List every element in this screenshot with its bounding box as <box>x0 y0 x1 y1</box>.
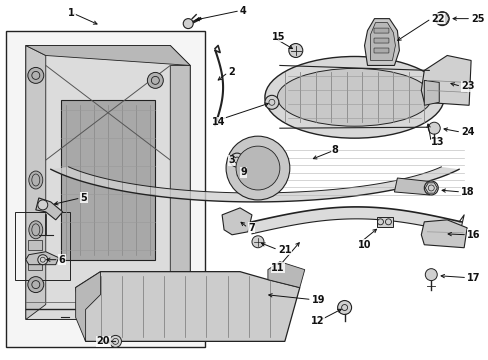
Circle shape <box>264 95 278 109</box>
Ellipse shape <box>277 68 431 126</box>
FancyBboxPatch shape <box>28 240 41 250</box>
Text: 11: 11 <box>270 263 284 273</box>
Text: 25: 25 <box>470 14 484 24</box>
Polygon shape <box>26 45 46 319</box>
Circle shape <box>28 276 44 293</box>
Text: 8: 8 <box>330 145 337 155</box>
Text: 15: 15 <box>271 32 285 41</box>
Polygon shape <box>170 66 190 319</box>
Text: 22: 22 <box>430 14 444 24</box>
Circle shape <box>434 12 448 26</box>
Circle shape <box>288 44 302 58</box>
FancyBboxPatch shape <box>373 48 388 53</box>
Polygon shape <box>222 208 251 235</box>
Polygon shape <box>267 262 304 288</box>
Text: 19: 19 <box>311 294 325 305</box>
Circle shape <box>183 19 193 28</box>
Circle shape <box>38 200 48 210</box>
Text: 5: 5 <box>81 193 87 203</box>
Circle shape <box>427 122 439 134</box>
Ellipse shape <box>29 171 42 189</box>
Polygon shape <box>26 45 190 66</box>
Ellipse shape <box>264 57 443 138</box>
Circle shape <box>38 255 48 265</box>
Text: 7: 7 <box>247 223 254 233</box>
Circle shape <box>425 269 436 280</box>
Polygon shape <box>76 272 101 341</box>
Circle shape <box>229 153 244 167</box>
Polygon shape <box>370 23 395 60</box>
FancyBboxPatch shape <box>28 260 41 270</box>
Text: 24: 24 <box>460 127 474 137</box>
Circle shape <box>109 336 121 347</box>
Circle shape <box>28 67 44 84</box>
Text: 21: 21 <box>277 245 291 255</box>
Circle shape <box>251 236 264 248</box>
Polygon shape <box>394 178 433 195</box>
FancyBboxPatch shape <box>6 31 205 347</box>
Circle shape <box>337 301 351 315</box>
Text: 14: 14 <box>212 117 225 127</box>
Polygon shape <box>26 252 59 265</box>
Circle shape <box>225 136 289 200</box>
Polygon shape <box>51 167 458 202</box>
Circle shape <box>242 162 253 174</box>
Text: 17: 17 <box>466 273 480 283</box>
Circle shape <box>424 181 437 195</box>
Ellipse shape <box>29 221 42 239</box>
Polygon shape <box>364 19 399 66</box>
Polygon shape <box>26 45 190 319</box>
Text: 23: 23 <box>460 81 474 91</box>
Text: 10: 10 <box>357 240 370 250</box>
Text: 3: 3 <box>227 155 234 165</box>
FancyBboxPatch shape <box>373 38 388 43</box>
Text: 1: 1 <box>68 8 75 18</box>
FancyBboxPatch shape <box>377 217 393 227</box>
Polygon shape <box>421 220 466 248</box>
FancyBboxPatch shape <box>373 28 388 33</box>
Text: 2: 2 <box>227 67 234 77</box>
Text: 16: 16 <box>466 230 480 240</box>
FancyBboxPatch shape <box>61 100 155 260</box>
Circle shape <box>147 72 163 88</box>
Polygon shape <box>424 80 438 105</box>
Polygon shape <box>421 55 470 105</box>
Polygon shape <box>36 198 62 220</box>
Text: 12: 12 <box>310 316 324 327</box>
Polygon shape <box>76 272 299 341</box>
Text: 18: 18 <box>460 187 474 197</box>
Circle shape <box>236 146 279 190</box>
Text: 13: 13 <box>430 137 444 147</box>
Text: 9: 9 <box>240 167 246 177</box>
Text: 4: 4 <box>240 6 246 15</box>
Text: 6: 6 <box>59 255 65 265</box>
Text: 20: 20 <box>96 336 110 346</box>
